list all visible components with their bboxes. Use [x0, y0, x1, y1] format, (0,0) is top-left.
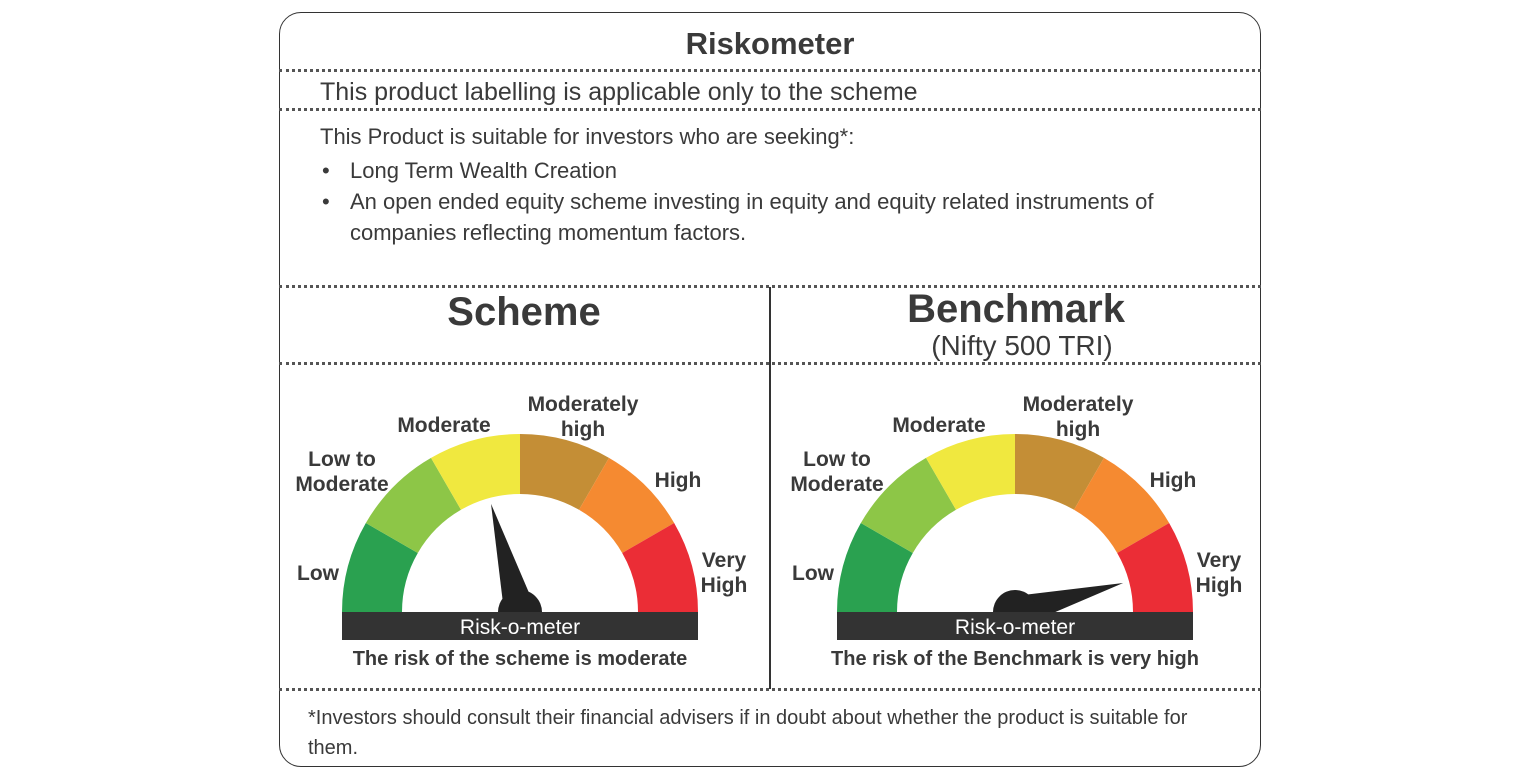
gauge-segment-5	[579, 457, 675, 553]
footnote: *Investors should consult their financia…	[308, 707, 1188, 759]
divider	[279, 69, 1261, 72]
gauge-segment-1	[342, 523, 418, 612]
divider	[279, 285, 1261, 288]
suitability-list: • Long Term Wealth Creation • An open ende…	[320, 155, 1220, 248]
suitability-item: • Long Term Wealth Creation	[320, 155, 1220, 186]
divider	[279, 362, 1261, 365]
risk-level-label: Low to Moderate	[295, 448, 388, 496]
risk-level-label: Low	[297, 562, 340, 585]
suitability-item: • An open ended equity scheme investing i…	[320, 186, 1220, 248]
gauge-segment-5	[1074, 457, 1170, 553]
risk-level-label: Very High	[701, 549, 748, 597]
risk-level-label: High	[655, 469, 702, 492]
risk-caption: The risk of the scheme is moderate	[353, 648, 688, 670]
risk-level-label: Moderately high	[528, 393, 639, 441]
risk-o-meter-bar	[837, 612, 1193, 640]
divider	[279, 688, 1261, 691]
suitability-intro: This Product is suitable for investors w…	[320, 124, 855, 149]
risk-o-meter-label: Risk-o-meter	[955, 616, 1075, 639]
gauge-segment-6	[622, 523, 698, 612]
risk-level-label: Low to Moderate	[790, 448, 883, 496]
benchmark-riskometer: Low Low to Moderate Moderate Moderately high H…	[790, 393, 1243, 670]
scheme-riskometer: Low Low to Moderate Moderate Moderately high H…	[295, 393, 748, 670]
riskometer-title: Riskometer	[685, 26, 855, 61]
risk-level-label: Moderately high	[1023, 393, 1134, 441]
riskometer-card	[279, 12, 1261, 767]
risk-caption: The risk of the Benchmark is very high	[831, 648, 1199, 670]
benchmark-subheading: (Nifty 500 TRI)	[931, 330, 1113, 361]
risk-o-meter-label: Risk-o-meter	[460, 616, 580, 639]
benchmark-heading: Benchmark	[907, 287, 1125, 331]
gauge-segment-6	[1117, 523, 1193, 612]
gauge-segment-4	[1015, 434, 1104, 510]
risk-level-label: Moderate	[397, 414, 490, 437]
risk-level-label: Low	[792, 562, 835, 585]
risk-level-label: Moderate	[892, 414, 985, 437]
gauge-segment-1	[837, 523, 913, 612]
risk-level-label: Very High	[1196, 549, 1243, 597]
scheme-heading: Scheme	[447, 290, 601, 334]
divider	[279, 108, 1261, 111]
gauge-segment-2	[860, 457, 956, 553]
gauge-segment-3	[926, 434, 1015, 510]
gauge-segment-3	[431, 434, 520, 510]
applicability-note: This product labelling is applicable onl…	[320, 78, 918, 106]
gauge-segment-2	[365, 457, 461, 553]
gauge-needle	[491, 503, 536, 617]
bullet-icon: •	[322, 158, 330, 183]
risk-o-meter-bar	[342, 612, 698, 640]
risk-level-label: High	[1150, 469, 1197, 492]
section-divider	[769, 287, 771, 689]
gauge-segment-4	[520, 434, 609, 510]
bullet-icon: •	[322, 189, 330, 214]
